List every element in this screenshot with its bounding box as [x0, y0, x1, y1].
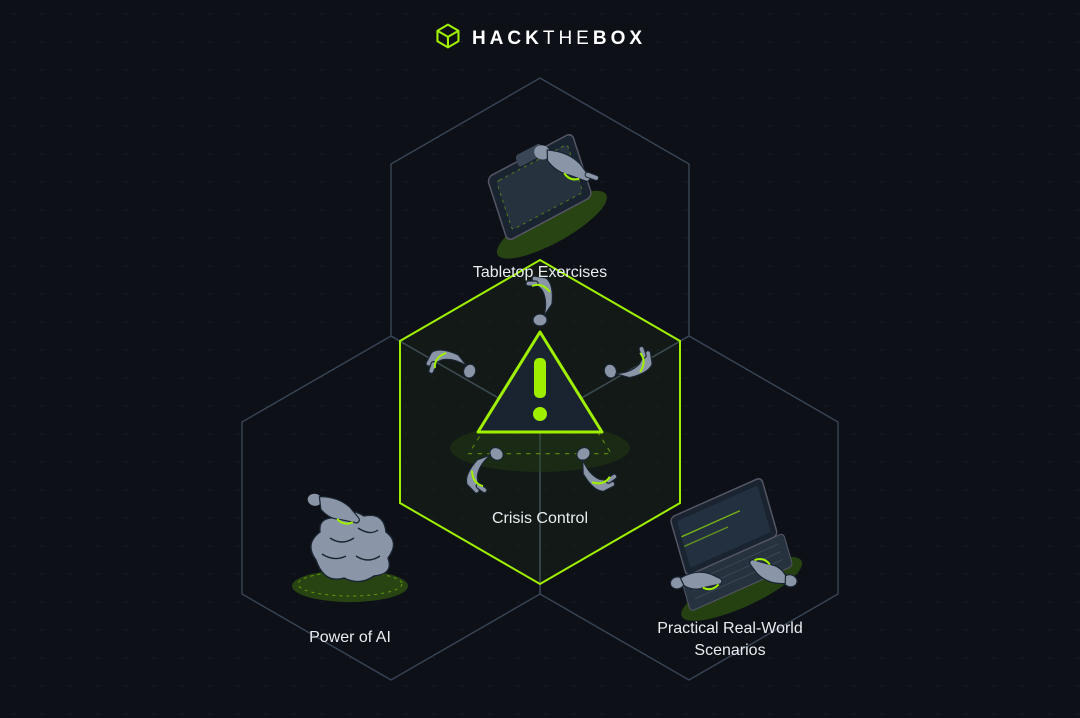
hex-diagram: Tabletop Exercises Crisis Control Power …: [160, 70, 920, 710]
label-right: Practical Real-World Scenarios: [640, 618, 820, 661]
label-top: Tabletop Exercises: [473, 262, 607, 284]
brand-word1: HACK: [472, 28, 543, 49]
label-left: Power of AI: [309, 627, 391, 649]
brain-hand-icon: [292, 492, 408, 602]
clipboard-hand-icon: [473, 120, 613, 271]
brand-word2: THE: [543, 28, 593, 49]
brand-word3: BOX: [593, 28, 646, 49]
cube-icon: [434, 22, 462, 55]
label-center: Crisis Control: [492, 508, 588, 530]
brand-logo: HACKTHEBOX: [434, 22, 646, 55]
brand-text: HACKTHEBOX: [472, 28, 646, 50]
